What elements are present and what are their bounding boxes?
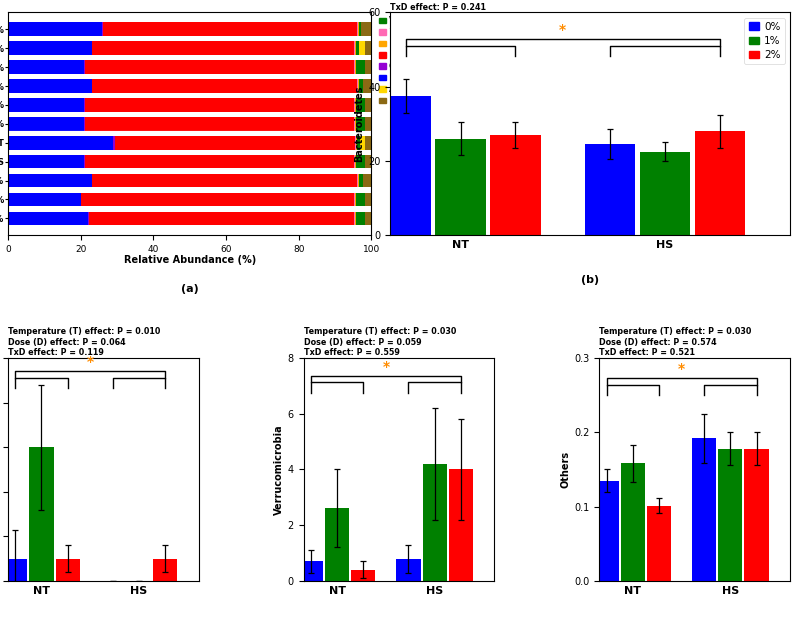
Bar [354,61,356,74]
Bar [354,41,356,55]
Text: (b): (b) [581,276,599,286]
Bar [8,155,85,169]
Bar [365,41,371,55]
Bar [448,470,473,581]
Bar [56,559,80,581]
Bar [153,559,177,581]
Bar [357,136,361,150]
Bar [356,155,365,169]
Bar [85,117,354,130]
Bar [93,174,358,187]
Bar [356,98,365,112]
Bar [365,155,371,169]
Bar [363,79,371,93]
Bar [356,211,365,225]
Bar [354,155,356,169]
Text: *: * [382,360,389,374]
Bar [356,41,359,55]
Bar [8,61,85,74]
Bar [647,506,671,581]
Bar [365,98,371,112]
Bar [325,509,350,581]
Bar [359,22,361,36]
Text: *: * [678,362,685,376]
Bar [85,98,354,112]
Bar [8,136,113,150]
Bar [3,559,27,581]
Text: *: * [87,355,94,370]
Bar [359,79,363,93]
Bar [745,449,768,581]
Bar [358,22,359,36]
Bar [8,193,81,206]
Bar [113,136,115,150]
Bar [359,41,365,55]
Bar [365,61,371,74]
Y-axis label: Bacteroidetes: Bacteroidetes [354,85,364,162]
Bar [718,449,742,581]
Bar [356,136,357,150]
Bar [621,464,645,581]
Bar [85,155,354,169]
Bar [351,570,375,581]
Bar [81,193,354,206]
Bar [354,193,356,206]
Bar [354,211,356,225]
Bar [89,211,354,225]
Text: Temperature (T) effect: P = 0.046
Dose (D) effect: P = 0.753
TxD effect: P = 0.2: Temperature (T) effect: P = 0.046 Dose (… [390,0,543,12]
Bar [365,136,371,150]
Bar [363,174,371,187]
Bar [8,79,92,93]
Bar [115,136,355,150]
X-axis label: Relative Abundance (%): Relative Abundance (%) [124,255,256,266]
Bar [30,447,53,581]
Text: *: * [559,23,567,37]
Legend: 0%, 1%, 2%: 0%, 1%, 2% [745,17,784,64]
Bar [354,98,356,112]
Bar [365,117,371,130]
Bar [397,559,421,581]
Bar [8,41,92,55]
Y-axis label: Others: Others [560,451,570,488]
Bar [361,136,365,150]
Bar [490,135,541,235]
Bar [585,144,635,235]
Bar [358,174,359,187]
Bar [299,561,323,581]
Text: Temperature (T) effect: P = 0.030
Dose (D) effect: P = 0.574
TxD effect: P = 0.5: Temperature (T) effect: P = 0.030 Dose (… [599,328,752,357]
Bar [359,174,363,187]
Text: Temperature (T) effect: P = 0.010
Dose (D) effect: P = 0.064
TxD effect: P = 0.1: Temperature (T) effect: P = 0.010 Dose (… [8,328,160,357]
Bar [595,481,618,581]
Bar [356,193,365,206]
Bar [381,96,431,235]
Text: Temperature (T) effect: P = 0.030
Dose (D) effect: P = 0.059
TxD effect: P = 0.5: Temperature (T) effect: P = 0.030 Dose (… [303,328,456,357]
Bar [640,151,690,235]
Bar [354,117,356,130]
Legend: Verrucomicrobia, Tenericutes, Proteobacteria, Firmicutes, Candidatus Melainabact: Verrucomicrobia, Tenericutes, Proteobact… [379,17,502,105]
Bar [103,22,358,36]
Bar [365,211,371,225]
Bar [93,41,354,55]
Bar [356,117,365,130]
Bar [365,193,371,206]
Bar [8,211,88,225]
Bar [361,22,371,36]
Bar [85,61,354,74]
Bar [435,138,486,235]
Bar [93,79,358,93]
Bar [8,98,85,112]
Bar [8,117,85,130]
Bar [692,438,716,581]
Bar [358,79,359,93]
Bar [356,61,365,74]
Bar [694,131,745,235]
Bar [8,174,92,187]
Bar [423,464,447,581]
Text: (a): (a) [181,284,199,294]
Bar [8,22,102,36]
Y-axis label: Verrucomicrobia: Verrucomicrobia [274,424,283,515]
